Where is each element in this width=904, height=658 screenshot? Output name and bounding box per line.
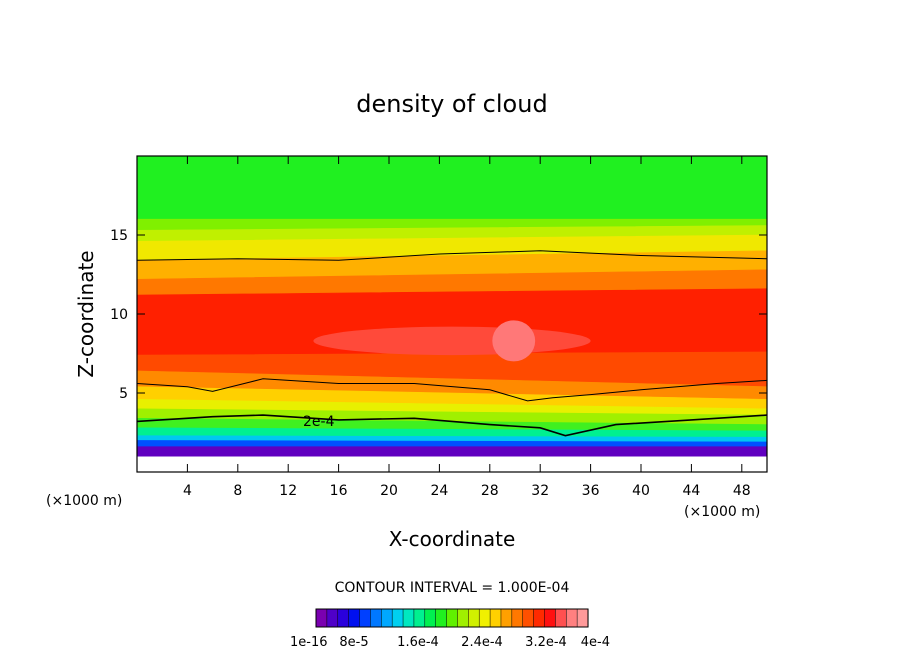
colorbar-swatch (413, 608, 426, 628)
colorbar-swatch (533, 608, 546, 628)
contour-line-2 (137, 414, 767, 437)
contour-lines (137, 250, 767, 437)
density-band-12 (137, 417, 767, 432)
colorbar-swatch (468, 608, 480, 628)
y-axis-label: Z-coordinate (74, 250, 98, 377)
density-band-7 (137, 351, 767, 387)
colorbar-swatch (446, 608, 458, 628)
colorbar-swatch (544, 608, 556, 628)
density-band-1 (137, 218, 767, 231)
colorbar-swatch (337, 608, 350, 628)
x-axis-label: X-coordinate (389, 527, 516, 551)
density-band-3 (137, 234, 767, 261)
y-axis-ticks: 5 10 15 (110, 228, 767, 402)
colorbar-tick-label: 3.2e-4 (525, 635, 567, 650)
density-band-2 (137, 225, 767, 242)
density-band-11 (137, 408, 767, 425)
density-band-6 (137, 288, 767, 356)
colorbar-swatch (348, 608, 361, 628)
x-tick-label: 24 (430, 483, 448, 499)
x-tick-label: 8 (233, 483, 242, 499)
contour-interval-label: CONTOUR INTERVAL = 1.000E-04 (335, 580, 570, 596)
colorbar-swatch (576, 608, 589, 628)
colorbar-tick-label: 8e-5 (339, 635, 368, 650)
x-tick-label: 44 (682, 483, 700, 499)
density-band-9 (137, 386, 767, 410)
x-tick-label: 40 (632, 483, 650, 499)
x-tick-label: 16 (330, 483, 348, 499)
x-tick-label: 32 (531, 483, 549, 499)
density-band-5 (137, 269, 767, 296)
colorbar-tick-label: 2.4e-4 (461, 635, 503, 650)
colorbar-swatch (500, 608, 513, 628)
x-tick-label: 4 (183, 483, 192, 499)
density-band-14 (137, 435, 767, 443)
colorbar-swatch (402, 608, 415, 628)
chart-title: density of cloud (356, 90, 547, 118)
density-band-0 (137, 156, 767, 220)
x-tick-label: 36 (582, 483, 600, 499)
x-tick-label: 28 (481, 483, 499, 499)
density-band-10 (137, 399, 767, 416)
colorbar-swatch (522, 608, 535, 628)
colorbar-swatch (315, 608, 328, 628)
density-band-8 (137, 370, 767, 400)
density-bands (137, 156, 767, 457)
colorbar-swatch (359, 608, 371, 628)
x-tick-label: 12 (279, 483, 297, 499)
y-tick-label: 10 (110, 307, 128, 323)
x-axis-ticks: 4 8 12 16 20 24 28 32 36 40 44 48 (183, 156, 751, 499)
colorbar-swatch (565, 608, 578, 628)
colorbar-swatch (424, 608, 437, 628)
colorbar-tick-label: 1.6e-4 (397, 635, 439, 650)
x-unit-left: (×1000 m) (46, 493, 122, 509)
colorbar-swatch (381, 608, 393, 628)
x-unit-right: (×1000 m) (684, 504, 760, 520)
colorbar-labels: 1e-16 8e-5 1.6e-4 2.4e-4 3.2e-4 4e-4 (290, 635, 610, 650)
core-region (313, 326, 591, 356)
colorbar-tick-label: 4e-4 (581, 635, 610, 650)
contour-line-1 (137, 378, 767, 402)
colorbar-swatch (435, 608, 448, 628)
contour-label: 2e-4 (303, 414, 335, 430)
colorbar-swatch (489, 608, 502, 628)
colorbar-swatch (326, 608, 339, 628)
colorbar-frame (315, 608, 589, 628)
colorbar-swatch (555, 608, 567, 628)
density-band-15 (137, 440, 767, 448)
colorbar-swatch (511, 608, 524, 628)
colorbar-swatch (370, 608, 382, 628)
y-tick-label: 15 (110, 228, 128, 244)
colorbar-tick-label: 1e-16 (290, 635, 328, 650)
density-band-16 (137, 446, 767, 457)
colorbar-swatch (457, 608, 469, 628)
density-band-13 (137, 427, 767, 438)
contour-line-0 (137, 250, 767, 261)
plot-area (137, 156, 767, 472)
y-tick-label: 5 (119, 386, 128, 402)
x-tick-label: 48 (733, 483, 751, 499)
colorbar-swatch (391, 608, 404, 628)
colorbar (315, 608, 589, 628)
x-tick-label: 20 (380, 483, 398, 499)
max-region (492, 320, 536, 362)
colorbar-swatch (478, 608, 491, 628)
